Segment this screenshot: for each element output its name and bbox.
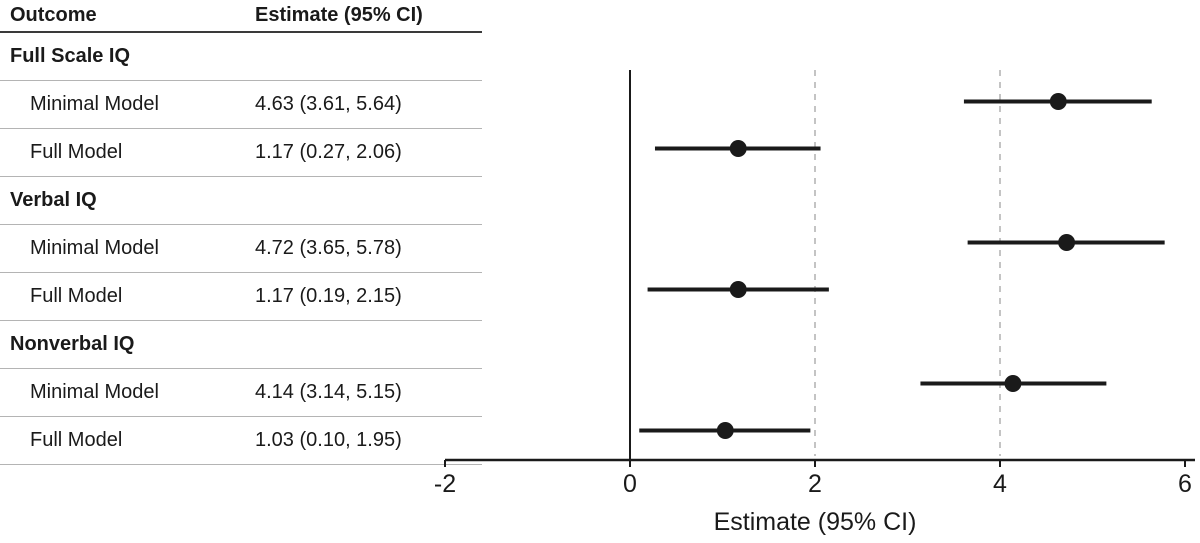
group-label: Nonverbal IQ xyxy=(10,333,135,355)
group-header-nonverbal-iq: Nonverbal IQ xyxy=(0,321,482,369)
table-row: Full Model 1.03 (0.10, 1.95) xyxy=(0,417,482,465)
x-axis-title: Estimate (95% CI) xyxy=(714,508,917,536)
table-row: Minimal Model 4.72 (3.65, 5.78) xyxy=(0,225,482,273)
model-label: Minimal Model xyxy=(30,237,159,259)
table-row: Minimal Model 4.63 (3.61, 5.64) xyxy=(0,81,482,129)
group-header-full-scale-iq: Full Scale IQ xyxy=(0,33,482,81)
point-estimate xyxy=(716,422,734,439)
point-estimate xyxy=(729,281,747,298)
table-row: Minimal Model 4.14 (3.14, 5.15) xyxy=(0,369,482,417)
x-tick-label: 6 xyxy=(1178,470,1192,498)
point-estimate xyxy=(1004,375,1022,392)
x-tick-label: 4 xyxy=(993,470,1007,498)
col-header-outcome: Outcome xyxy=(10,4,97,26)
table-row: Full Model 1.17 (0.27, 2.06) xyxy=(0,129,482,177)
estimate-text: 1.03 (0.10, 1.95) xyxy=(255,429,402,451)
estimate-text: 4.14 (3.14, 5.15) xyxy=(255,381,402,403)
point-estimate xyxy=(1058,234,1076,251)
group-label: Full Scale IQ xyxy=(10,45,131,67)
point-estimate xyxy=(729,140,747,157)
estimate-text: 4.72 (3.65, 5.78) xyxy=(255,237,402,259)
model-label: Full Model xyxy=(30,429,123,451)
table-header-row: Outcome Estimate (95% CI) xyxy=(0,0,482,33)
x-tick-label: 0 xyxy=(623,470,637,498)
x-tick-label: -2 xyxy=(434,470,456,498)
estimate-text: 4.63 (3.61, 5.64) xyxy=(255,93,402,115)
outcome-table: Outcome Estimate (95% CI) Full Scale IQ … xyxy=(0,0,482,465)
col-header-estimate: Estimate (95% CI) xyxy=(255,4,423,26)
estimate-text: 1.17 (0.19, 2.15) xyxy=(255,285,402,307)
model-label: Minimal Model xyxy=(30,93,159,115)
model-label: Full Model xyxy=(30,285,123,307)
model-label: Full Model xyxy=(30,141,123,163)
group-label: Verbal IQ xyxy=(10,189,97,211)
table-row: Full Model 1.17 (0.19, 2.15) xyxy=(0,273,482,321)
estimate-text: 1.17 (0.27, 2.06) xyxy=(255,141,402,163)
group-header-verbal-iq: Verbal IQ xyxy=(0,177,482,225)
model-label: Minimal Model xyxy=(30,381,159,403)
x-tick-label: 2 xyxy=(808,470,822,498)
point-estimate xyxy=(1049,93,1067,110)
